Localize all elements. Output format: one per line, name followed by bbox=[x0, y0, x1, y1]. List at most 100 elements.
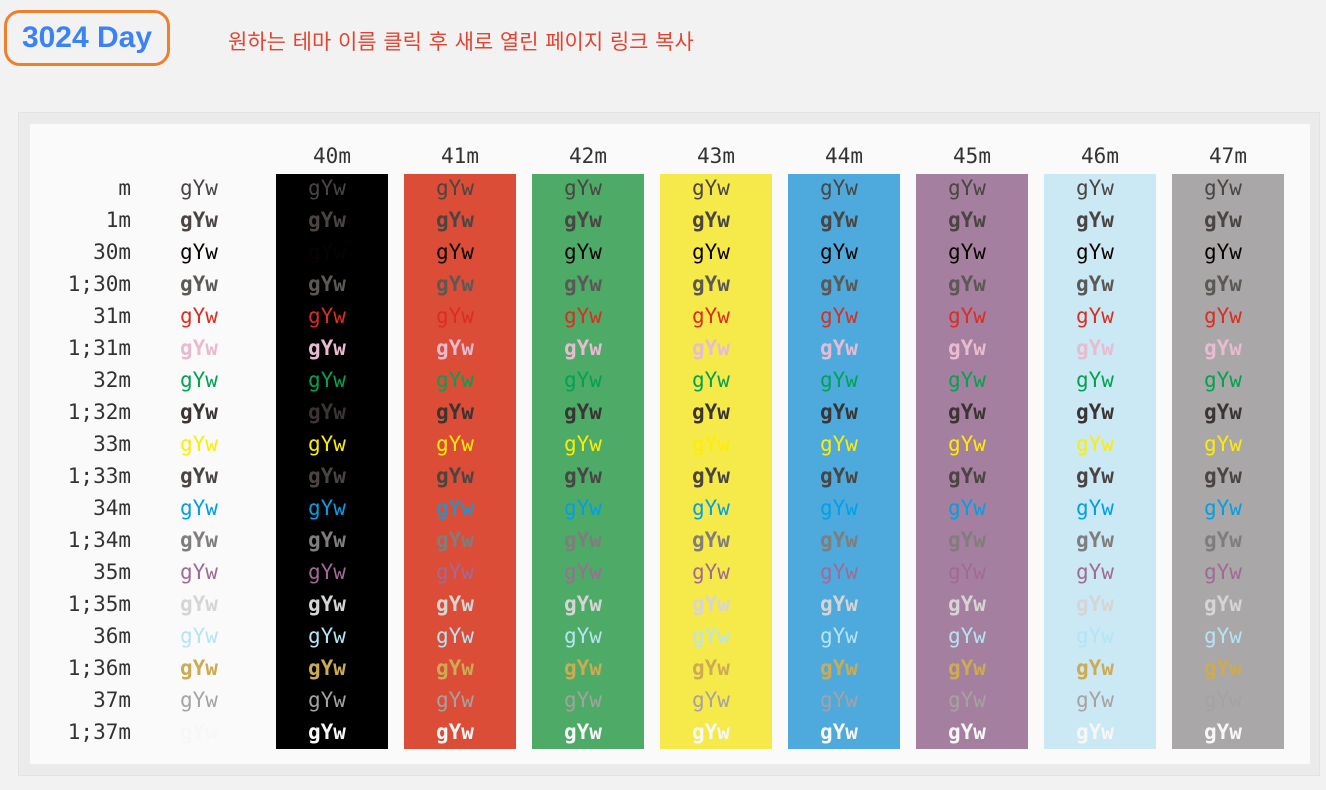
sample-text: gYw bbox=[692, 656, 730, 680]
sample-text: gYw bbox=[436, 528, 474, 552]
sample-text: gYw bbox=[692, 272, 730, 296]
sample-text: gYw bbox=[564, 176, 602, 200]
sample-text: gYw bbox=[1204, 496, 1242, 520]
sample-text: gYw bbox=[308, 624, 346, 648]
sample-text: gYw bbox=[564, 432, 602, 456]
sample-text: gYw bbox=[564, 368, 602, 392]
sample-text: gYw bbox=[180, 240, 218, 264]
theme-name-link[interactable]: 3024 Day bbox=[4, 10, 170, 66]
sample-text: gYw bbox=[1076, 688, 1114, 712]
sample-text: gYw bbox=[436, 720, 474, 744]
sample-text: gYw bbox=[180, 464, 218, 488]
sample-text: gYw bbox=[308, 336, 346, 360]
sample-text: gYw bbox=[308, 496, 346, 520]
sample-text: gYw bbox=[1204, 464, 1242, 488]
column-header-47m: 47m bbox=[1209, 144, 1247, 168]
bg-swatch-40m bbox=[276, 174, 388, 749]
sample-text: gYw bbox=[564, 208, 602, 232]
sample-text: gYw bbox=[820, 304, 858, 328]
sample-text: gYw bbox=[564, 592, 602, 616]
row-label-1;33m: 1;33m bbox=[67, 464, 131, 488]
sample-text: gYw bbox=[692, 688, 730, 712]
sample-text: gYw bbox=[564, 528, 602, 552]
bg-swatch-44m bbox=[788, 174, 900, 749]
sample-text: gYw bbox=[1204, 400, 1242, 424]
bg-swatch-41m bbox=[404, 174, 516, 749]
sample-text: gYw bbox=[948, 368, 986, 392]
sample-text: gYw bbox=[948, 176, 986, 200]
row-label-1;37m: 1;37m bbox=[67, 720, 131, 744]
color-preview-panel: 40m 41m 42m 43m 44m 45m 46m 47m m gYw gYw gYw gYw gYw… bbox=[30, 124, 1310, 764]
sample-text: gYw bbox=[1204, 432, 1242, 456]
sample-text: gYw bbox=[180, 336, 218, 360]
sample-text: gYw bbox=[1204, 272, 1242, 296]
row-label-35m: 35m bbox=[93, 560, 131, 584]
sample-text: gYw bbox=[1076, 432, 1114, 456]
column-header-45m: 45m bbox=[953, 144, 991, 168]
sample-text: gYw bbox=[564, 400, 602, 424]
sample-text: gYw bbox=[564, 240, 602, 264]
sample-text: gYw bbox=[564, 336, 602, 360]
row-label-1;35m: 1;35m bbox=[67, 592, 131, 616]
sample-text: gYw bbox=[436, 336, 474, 360]
sample-text: gYw bbox=[692, 400, 730, 424]
sample-text: gYw bbox=[1204, 368, 1242, 392]
sample-text: gYw bbox=[1076, 240, 1114, 264]
sample-text: gYw bbox=[180, 688, 218, 712]
sample-text: gYw bbox=[308, 272, 346, 296]
sample-text: gYw bbox=[564, 560, 602, 584]
sample-text: gYw bbox=[948, 592, 986, 616]
sample-text: gYw bbox=[308, 304, 346, 328]
sample-text: gYw bbox=[948, 624, 986, 648]
bg-swatch-47m bbox=[1172, 174, 1284, 749]
sample-text: gYw bbox=[436, 688, 474, 712]
sample-text: gYw bbox=[1204, 656, 1242, 680]
sample-text: gYw bbox=[948, 400, 986, 424]
sample-text: gYw bbox=[948, 208, 986, 232]
sample-text: gYw bbox=[820, 368, 858, 392]
sample-text: gYw bbox=[308, 688, 346, 712]
sample-text: gYw bbox=[308, 464, 346, 488]
sample-text: gYw bbox=[692, 368, 730, 392]
sample-text: gYw bbox=[820, 176, 858, 200]
sample-text: gYw bbox=[308, 208, 346, 232]
sample-text: gYw bbox=[692, 560, 730, 584]
sample-text: gYw bbox=[692, 240, 730, 264]
sample-text: gYw bbox=[180, 208, 218, 232]
row-label-30m: 30m bbox=[93, 240, 131, 264]
sample-text: gYw bbox=[564, 688, 602, 712]
column-header-40m: 40m bbox=[313, 144, 351, 168]
sample-text: gYw bbox=[948, 240, 986, 264]
sample-text: gYw bbox=[948, 304, 986, 328]
row-label-1m: 1m bbox=[105, 208, 131, 232]
sample-text: gYw bbox=[1204, 592, 1242, 616]
sample-text: gYw bbox=[1076, 624, 1114, 648]
sample-text: gYw bbox=[180, 272, 218, 296]
column-header-44m: 44m bbox=[825, 144, 863, 168]
sample-text: gYw bbox=[1076, 368, 1114, 392]
row-label-34m: 34m bbox=[93, 496, 131, 520]
sample-text: gYw bbox=[436, 176, 474, 200]
sample-text: gYw bbox=[1076, 528, 1114, 552]
bg-swatch-46m bbox=[1044, 174, 1156, 749]
sample-text: gYw bbox=[948, 336, 986, 360]
sample-text: gYw bbox=[436, 656, 474, 680]
sample-text: gYw bbox=[948, 560, 986, 584]
sample-text: gYw bbox=[436, 496, 474, 520]
sample-text: gYw bbox=[820, 400, 858, 424]
sample-text: gYw bbox=[820, 528, 858, 552]
sample-text: gYw bbox=[1076, 272, 1114, 296]
sample-text: gYw bbox=[308, 720, 346, 744]
sample-text: gYw bbox=[692, 464, 730, 488]
sample-text: gYw bbox=[1076, 560, 1114, 584]
sample-text: gYw bbox=[948, 656, 986, 680]
sample-text: gYw bbox=[1204, 208, 1242, 232]
row-label-1;30m: 1;30m bbox=[67, 272, 131, 296]
sample-text: gYw bbox=[692, 720, 730, 744]
row-label-32m: 32m bbox=[93, 368, 131, 392]
sample-text: gYw bbox=[180, 560, 218, 584]
sample-text: gYw bbox=[692, 624, 730, 648]
sample-text: gYw bbox=[180, 624, 218, 648]
sample-text: gYw bbox=[1076, 720, 1114, 744]
sample-text: gYw bbox=[948, 432, 986, 456]
